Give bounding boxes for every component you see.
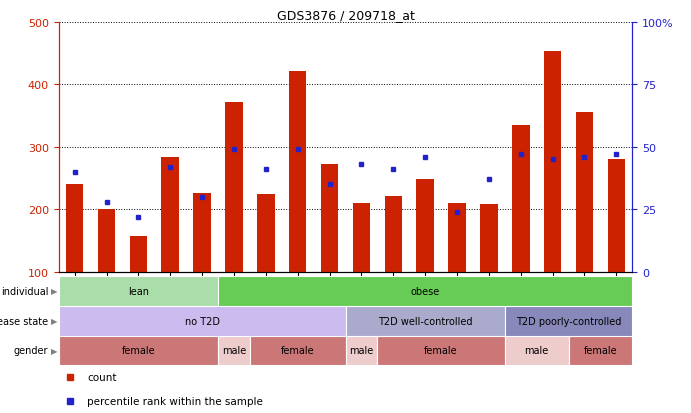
Text: count: count	[87, 373, 117, 382]
Bar	[193, 194, 211, 272]
Bar	[225, 102, 243, 272]
Bar	[257, 195, 274, 272]
Text: male: male	[524, 346, 549, 356]
Bar	[377, 336, 505, 366]
Bar	[576, 112, 594, 272]
Bar	[218, 276, 632, 306]
Bar	[162, 157, 179, 272]
Bar	[384, 197, 402, 272]
Bar	[250, 336, 346, 366]
Text: ▶: ▶	[50, 346, 57, 355]
Text: female: female	[424, 346, 458, 356]
Bar	[505, 336, 569, 366]
Bar	[544, 52, 561, 272]
Text: male: male	[222, 346, 246, 356]
Title: GDS3876 / 209718_at: GDS3876 / 209718_at	[276, 9, 415, 21]
Text: ▶: ▶	[50, 316, 57, 325]
Text: obese: obese	[410, 286, 439, 296]
Bar	[512, 126, 529, 272]
Text: gender: gender	[14, 346, 48, 356]
Text: T2D well-controlled: T2D well-controlled	[378, 316, 473, 326]
Bar	[352, 204, 370, 272]
Bar	[346, 336, 377, 366]
Bar	[480, 204, 498, 272]
Text: no T2D: no T2D	[184, 316, 220, 326]
Text: female: female	[281, 346, 314, 356]
Bar	[218, 336, 250, 366]
Bar	[569, 336, 632, 366]
Bar	[66, 185, 84, 272]
Text: female: female	[584, 346, 617, 356]
Text: percentile rank within the sample: percentile rank within the sample	[87, 396, 263, 406]
Bar	[346, 306, 505, 336]
Bar	[59, 306, 346, 336]
Bar	[417, 179, 434, 272]
Bar	[505, 306, 632, 336]
Bar	[97, 210, 115, 272]
Text: lean: lean	[128, 286, 149, 296]
Bar	[130, 237, 147, 272]
Bar	[59, 336, 218, 366]
Text: individual: individual	[1, 286, 48, 296]
Bar	[59, 276, 218, 306]
Text: ▶: ▶	[50, 287, 57, 296]
Bar	[321, 164, 339, 272]
Bar	[607, 159, 625, 272]
Bar	[448, 204, 466, 272]
Bar	[289, 71, 307, 272]
Text: female: female	[122, 346, 155, 356]
Text: disease state: disease state	[0, 316, 48, 326]
Text: male: male	[350, 346, 374, 356]
Text: T2D poorly-controlled: T2D poorly-controlled	[516, 316, 621, 326]
